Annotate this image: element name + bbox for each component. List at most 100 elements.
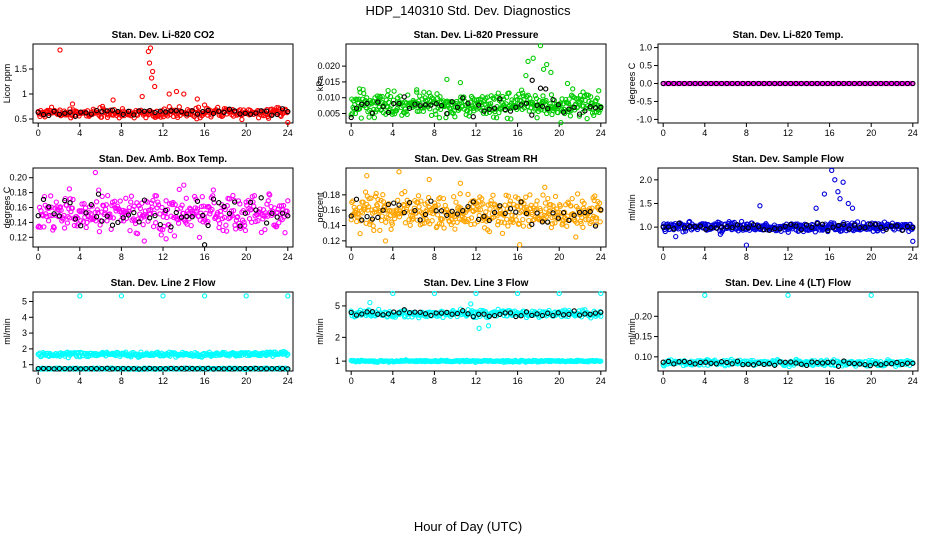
data-point (549, 111, 555, 118)
data-point (814, 359, 820, 366)
data-point (518, 199, 524, 205)
data-point (743, 242, 750, 248)
data-point (788, 359, 794, 365)
x-tick-label: 16 (513, 376, 523, 386)
data-point (429, 218, 435, 224)
data-point (386, 99, 392, 106)
data-point (868, 292, 874, 298)
data-point (104, 114, 111, 121)
x-tick-label: 24 (283, 128, 293, 138)
data-point (766, 80, 773, 87)
data-point (566, 106, 572, 112)
data-point (819, 80, 826, 87)
y-tick-label: 0.10 (634, 352, 652, 362)
data-point (582, 209, 588, 216)
data-point (576, 111, 583, 117)
data-point (77, 218, 84, 224)
data-point (285, 366, 291, 372)
data-point (265, 198, 271, 204)
data-point (282, 230, 288, 236)
data-point (883, 80, 889, 87)
data-point (849, 205, 856, 211)
data-point (681, 358, 688, 365)
data-point (67, 109, 73, 115)
data-point (465, 100, 471, 106)
data-point (433, 208, 439, 214)
data-point (745, 361, 751, 367)
y-tick-label: 3 (22, 328, 27, 338)
data-point (160, 214, 166, 220)
data-point (756, 80, 762, 87)
data-point (745, 225, 751, 231)
data-point (373, 190, 379, 197)
data-point (387, 93, 394, 100)
data-point (57, 47, 63, 53)
data-point (457, 180, 464, 186)
data-point (894, 223, 900, 229)
data-point (406, 200, 413, 206)
series-points (35, 45, 291, 126)
data-point (388, 226, 394, 232)
data-point (761, 361, 767, 368)
data-point (539, 103, 546, 109)
series-points (660, 220, 916, 234)
data-point (550, 210, 556, 216)
data-point (486, 217, 492, 224)
data-point (454, 310, 461, 317)
data-point (766, 227, 773, 233)
data-point (94, 207, 100, 213)
data-point (518, 102, 524, 108)
data-point (210, 187, 217, 193)
x-tick-label: 16 (825, 252, 835, 262)
data-point (368, 195, 374, 201)
data-point (888, 361, 895, 367)
data-point (529, 312, 535, 319)
data-point (251, 203, 257, 209)
data-point (348, 309, 354, 316)
data-point (495, 222, 501, 228)
data-point (507, 206, 514, 212)
data-point (375, 196, 381, 203)
data-point (729, 80, 735, 87)
data-point (104, 108, 110, 114)
data-point (499, 230, 506, 237)
data-point (809, 80, 815, 87)
data-point (56, 365, 63, 372)
data-point (193, 105, 199, 112)
data-point (453, 199, 459, 205)
x-tick-label: 4 (390, 128, 395, 138)
data-point (391, 309, 397, 315)
data-point (356, 204, 363, 210)
data-point (412, 207, 418, 214)
data-point (462, 218, 468, 225)
data-point (226, 210, 233, 217)
data-point (772, 362, 778, 368)
data-point (35, 213, 41, 219)
x-tick-label: 12 (783, 252, 793, 262)
data-point (120, 111, 126, 118)
data-point (544, 61, 550, 68)
data-point (497, 96, 503, 102)
data-point (476, 216, 482, 223)
data-point (545, 105, 551, 112)
data-point (465, 311, 471, 317)
data-point (724, 359, 730, 366)
data-point (451, 194, 457, 200)
data-point (109, 107, 116, 113)
data-point (557, 203, 563, 209)
data-point (166, 91, 172, 97)
data-point (537, 85, 544, 91)
y-tick-label: 0.5 (14, 114, 27, 124)
data-point (242, 210, 248, 216)
data-point (543, 97, 549, 104)
x-tick-label: 20 (866, 376, 876, 386)
data-point (380, 207, 386, 213)
data-point (88, 111, 94, 117)
data-point (550, 312, 556, 319)
x-tick-label: 4 (390, 376, 395, 386)
panel-title: Stan. Dev. Li-820 Pressure (414, 30, 539, 41)
data-point (172, 201, 178, 208)
data-point (140, 221, 146, 228)
data-point (62, 365, 68, 372)
data-point (371, 114, 378, 121)
